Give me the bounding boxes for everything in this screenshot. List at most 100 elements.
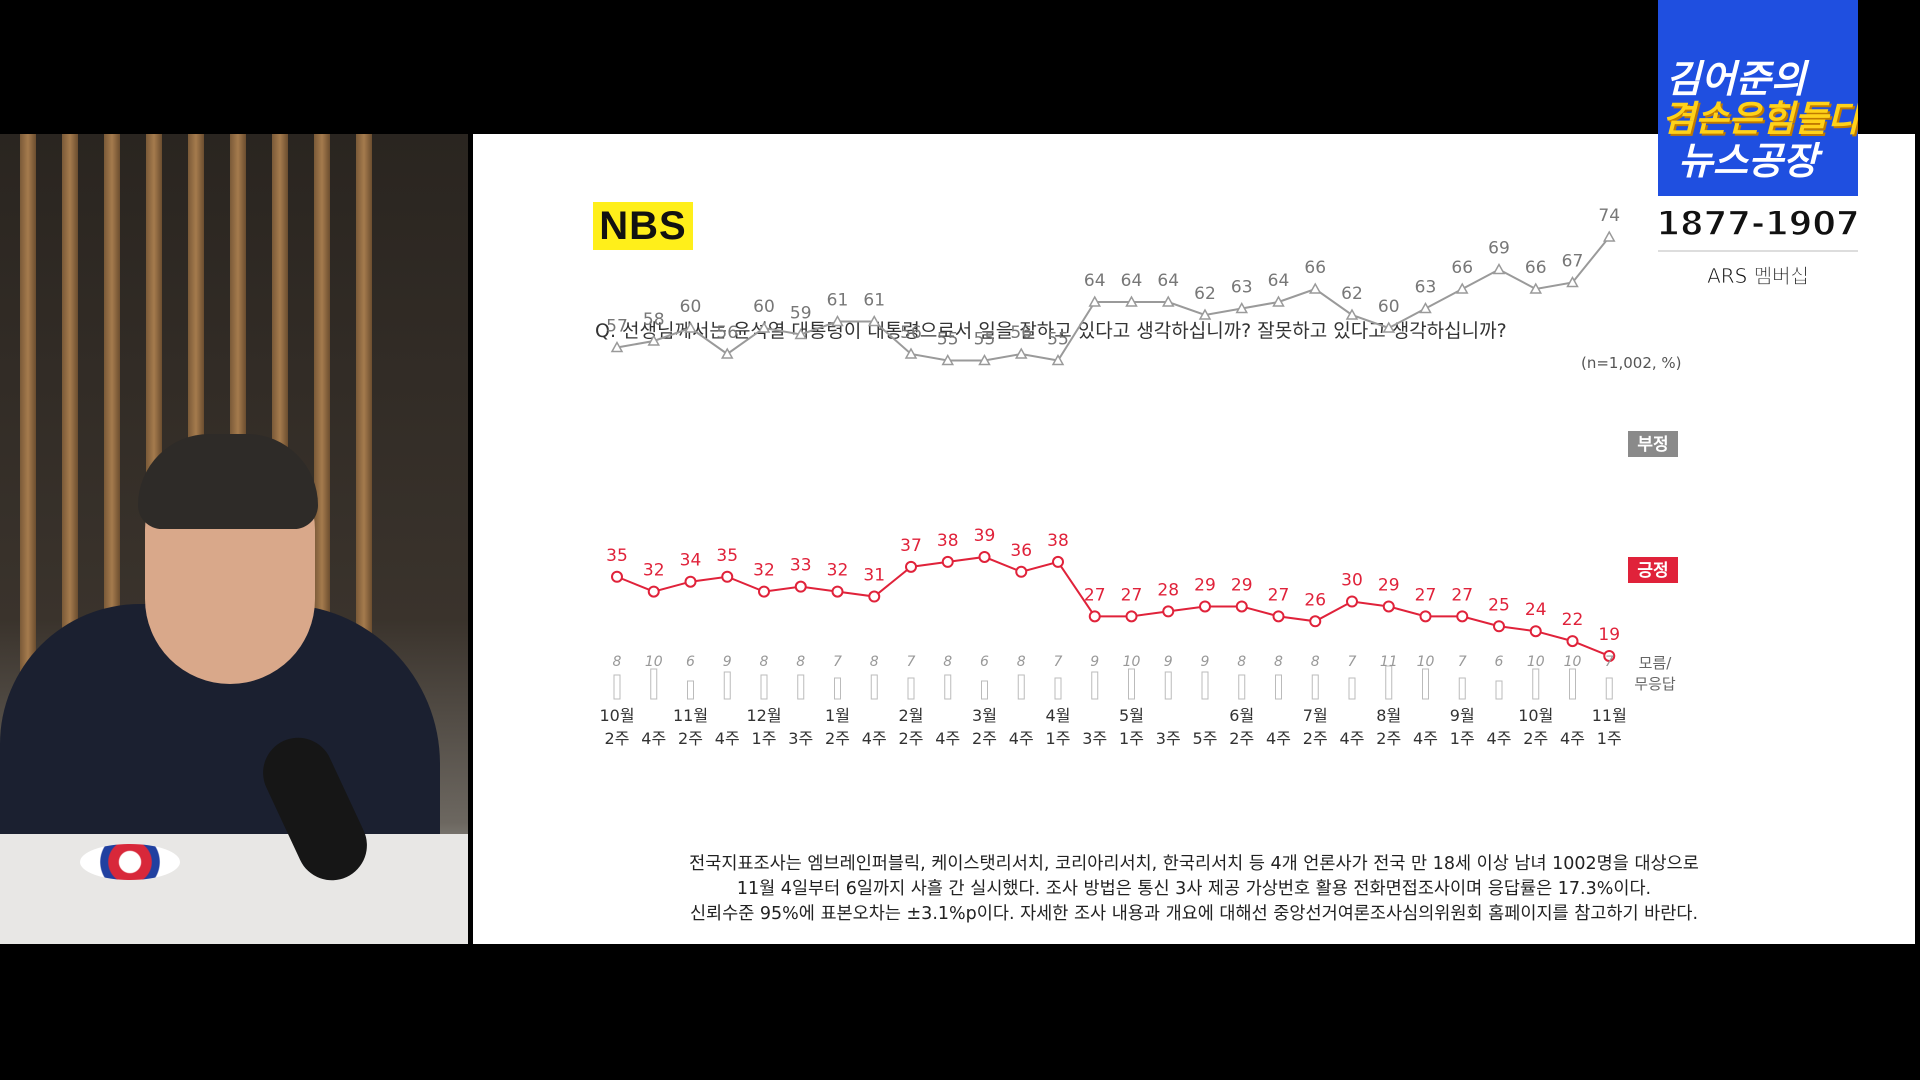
negative-value-label: 55: [937, 330, 959, 350]
negative-point: [1566, 275, 1579, 288]
negative-point: [757, 321, 771, 333]
negative-value-label: 62: [1341, 284, 1363, 304]
x-month-label: 2월: [899, 706, 924, 725]
legend-negative-text: 부정: [1637, 435, 1668, 455]
positive-point: [647, 585, 660, 598]
positive-value-label: 38: [937, 531, 959, 551]
positive-point: [868, 590, 881, 603]
legend-unknown-line1: 모름/: [1639, 654, 1673, 672]
positive-series-line: [616, 555, 1610, 657]
x-week-label: 4주: [1009, 729, 1034, 748]
positive-point: [1199, 600, 1211, 613]
negative-value-label: 60: [753, 297, 775, 317]
positive-point: [1088, 610, 1101, 623]
positive-value-label: 27: [1415, 585, 1437, 605]
legend-positive-box: [1628, 557, 1678, 583]
x-week-label: 2주: [899, 729, 924, 748]
unknown-value-label: 8: [870, 654, 879, 670]
unknown-value-label: 6: [686, 654, 695, 670]
x-week-label: 2주: [972, 729, 997, 748]
positive-point: [1015, 565, 1028, 578]
unknown-bar: [687, 680, 694, 700]
negative-point: [1198, 308, 1212, 320]
positive-point: [1052, 555, 1064, 568]
unknown-bar: [1275, 674, 1282, 700]
legend-unknown-line2: 무응답: [1634, 675, 1676, 693]
positive-point: [978, 550, 991, 563]
positive-point: [611, 570, 623, 583]
negative-value-label: 64: [1084, 271, 1106, 291]
positive-value-label: 39: [974, 526, 996, 546]
unknown-bar: [1532, 668, 1540, 700]
unknown-bar: [1385, 665, 1393, 700]
negative-value-label: 69: [1488, 239, 1510, 259]
negative-value-label: 56: [716, 323, 738, 343]
negative-value-label: 58: [643, 310, 665, 330]
x-week-label: 1주: [1046, 729, 1071, 748]
x-week-label: 3주: [1082, 729, 1107, 748]
x-week-label: 1주: [1450, 729, 1475, 748]
x-week-label: 2주: [1229, 729, 1254, 748]
negative-point: [1455, 282, 1469, 294]
x-week-label: 1주: [1597, 729, 1622, 748]
unknown-value-label: 10: [1527, 654, 1545, 670]
x-week-label: 3주: [788, 729, 813, 748]
unknown-bar: [1422, 668, 1429, 700]
positive-point: [941, 555, 954, 568]
footnote-line: 전국지표조사는 엠브레인퍼블릭, 케이스탯리서치, 코리아리서치, 한국리서치 …: [689, 854, 1699, 874]
unknown-bar: [1238, 674, 1246, 700]
negative-value-label: 74: [1598, 206, 1620, 226]
positive-value-label: 32: [753, 561, 775, 581]
negative-point: [1161, 295, 1175, 307]
unknown-value-label: 8: [1017, 654, 1026, 670]
negative-value-label: 64: [1121, 271, 1143, 291]
negative-value-label: 63: [1415, 278, 1437, 298]
negative-point: [684, 321, 697, 333]
positive-value-label: 32: [827, 561, 849, 581]
unknown-value-label: 7: [833, 654, 842, 670]
survey-question: Q. 선생님께서는 윤석열 대통령이 대통령으로서 일을 잘하고 있다고 생각하…: [595, 320, 1507, 342]
positive-point: [1529, 625, 1542, 638]
unknown-bar: [1311, 674, 1319, 700]
x-week-label: 4주: [1413, 729, 1438, 748]
negative-point: [1235, 301, 1249, 314]
positive-value-label: 24: [1525, 600, 1547, 620]
positive-value-label: 36: [1010, 541, 1032, 561]
negative-value-label: 57: [606, 317, 628, 337]
positive-value-label: 35: [716, 546, 738, 566]
positive-point: [905, 560, 917, 573]
nbs-badge: NBS: [593, 202, 693, 250]
negative-value-label: 64: [1268, 271, 1290, 291]
x-week-label: 4주: [1487, 729, 1512, 748]
positive-point: [831, 585, 844, 598]
x-week-label: 4주: [715, 729, 740, 748]
unknown-value-label: 7: [1054, 654, 1063, 670]
negative-point: [1272, 295, 1285, 307]
unknown-bar: [834, 677, 841, 700]
unknown-bar: [1017, 674, 1025, 700]
x-week-label: 5주: [1193, 729, 1218, 748]
x-month-label: 4월: [1046, 706, 1071, 725]
unknown-value-label: 9: [1164, 654, 1173, 670]
negative-point: [1014, 347, 1028, 359]
negative-point: [1492, 262, 1506, 275]
unknown-bar: [1164, 671, 1172, 700]
unknown-bar: [870, 674, 878, 700]
positive-point: [1235, 600, 1248, 613]
unknown-bar: [760, 674, 768, 700]
positive-point: [684, 575, 697, 588]
logo-line: 김어준의: [1666, 57, 1806, 101]
negative-value-label: 66: [1525, 258, 1547, 278]
positive-value-label: 28: [1157, 580, 1179, 600]
positive-value-label: 33: [790, 556, 812, 576]
divider: [1658, 250, 1858, 252]
x-week-label: 2주: [678, 729, 703, 748]
negative-point: [1602, 230, 1616, 242]
positive-point: [758, 585, 770, 598]
x-week-label: 2주: [605, 729, 630, 748]
positive-point: [721, 570, 734, 583]
negative-point: [1382, 321, 1396, 333]
unknown-bar: [1495, 680, 1503, 700]
unknown-value-label: 8: [943, 654, 952, 670]
unknown-value-label: 7: [1458, 654, 1467, 670]
